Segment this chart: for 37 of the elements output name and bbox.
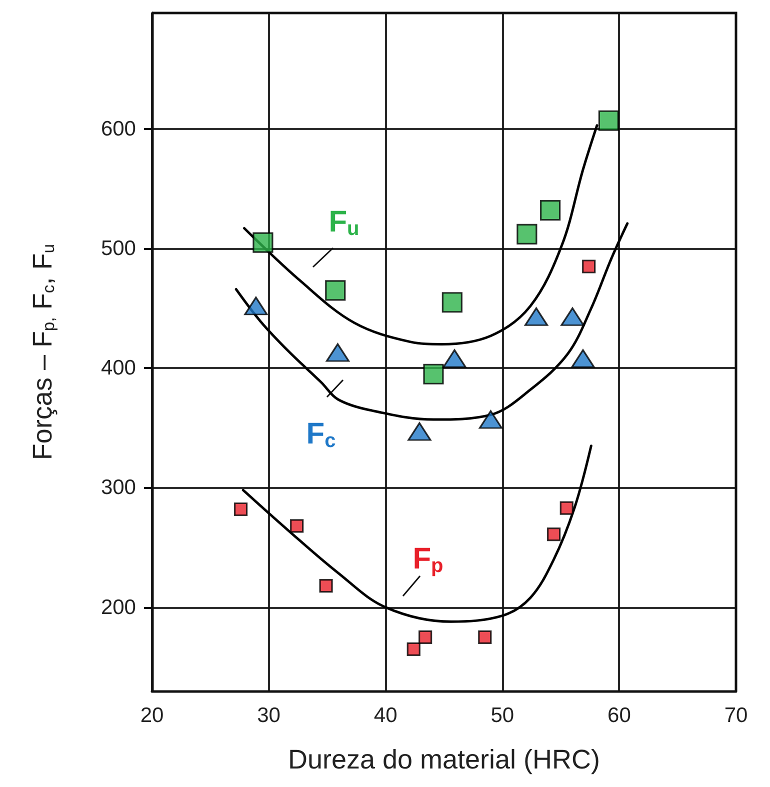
- point: [560, 307, 584, 326]
- x-tick-label: 50: [490, 704, 514, 727]
- point: [540, 200, 561, 221]
- x-tick-label: 30: [257, 704, 280, 727]
- y-tick-label: 500: [100, 237, 136, 260]
- point: [326, 343, 350, 362]
- x-axis-title: Dureza do material (HRC): [288, 744, 600, 774]
- point: [478, 410, 503, 429]
- y-tick-label: 600: [100, 117, 136, 140]
- point: [418, 630, 432, 644]
- y-axis-title: Forças – Fp, Fc, Fu: [27, 244, 58, 460]
- x-tick-label: 40: [374, 704, 398, 727]
- point: [582, 260, 596, 274]
- point: [442, 349, 466, 368]
- y-tick-label: 200: [100, 596, 136, 619]
- point: [478, 630, 492, 644]
- point: [244, 296, 268, 316]
- point: [524, 307, 548, 326]
- point: [516, 224, 538, 245]
- point: [408, 422, 432, 441]
- x-tick-label: 70: [724, 704, 748, 727]
- x-tick-label: 60: [608, 704, 631, 727]
- point: [252, 232, 274, 253]
- y-tick-label: 300: [100, 476, 136, 500]
- point: [290, 519, 304, 533]
- point: [598, 110, 619, 131]
- point: [423, 364, 444, 384]
- point: [546, 528, 561, 542]
- point: [234, 502, 248, 516]
- point: [406, 642, 420, 656]
- point: [442, 292, 462, 313]
- point: [325, 280, 346, 301]
- x-tick-label: 20: [140, 704, 164, 727]
- y-tick-label: 400: [100, 356, 136, 380]
- point: [571, 349, 595, 368]
- point: [319, 578, 333, 593]
- point: [560, 501, 574, 515]
